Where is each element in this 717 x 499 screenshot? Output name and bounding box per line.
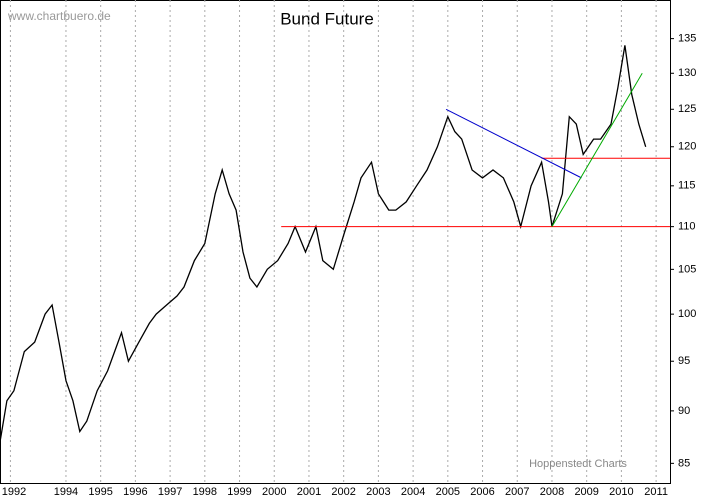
x-tick-label: 2002 xyxy=(331,486,355,498)
x-tick-label: 2008 xyxy=(540,486,564,498)
source-note: Hoppenstedt Charts xyxy=(529,458,627,470)
plot-frame xyxy=(0,0,671,484)
x-tick-label: 2004 xyxy=(401,486,425,498)
x-tick-label: 1994 xyxy=(54,486,78,498)
trend-line xyxy=(445,108,582,179)
y-tick-label: 125 xyxy=(678,103,696,115)
x-tick-label: 1992 xyxy=(2,486,26,498)
x-tick-label: 1995 xyxy=(88,486,112,498)
x-tick-label: 1997 xyxy=(158,486,182,498)
trend-line xyxy=(551,73,643,227)
x-tick-label: 2011 xyxy=(644,486,668,498)
price-line xyxy=(0,45,647,443)
x-tick-label: 2010 xyxy=(609,486,633,498)
y-tick-label: 85 xyxy=(678,457,690,469)
x-tick-label: 1998 xyxy=(193,486,217,498)
y-tick-label: 130 xyxy=(678,67,696,79)
x-tick-label: 1999 xyxy=(227,486,251,498)
y-tick-label: 95 xyxy=(678,355,690,367)
y-tick-label: 115 xyxy=(678,180,696,192)
y-tick-label: 105 xyxy=(678,263,696,275)
x-tick-label: 1996 xyxy=(123,486,147,498)
y-tick-label: 90 xyxy=(678,405,690,417)
x-tick-label: 2009 xyxy=(574,486,598,498)
x-tick-label: 2001 xyxy=(297,486,321,498)
x-tick-label: 2000 xyxy=(262,486,286,498)
y-tick-label: 135 xyxy=(678,33,696,45)
y-tick-label: 100 xyxy=(678,308,696,320)
x-tick-label: 2007 xyxy=(505,486,529,498)
x-tick-label: 2005 xyxy=(436,486,460,498)
chart-title: Bund Future xyxy=(280,9,374,28)
x-tick-label: 2006 xyxy=(470,486,494,498)
y-tick-label: 110 xyxy=(678,221,696,233)
y-tick-label: 120 xyxy=(678,141,696,153)
x-tick-label: 2003 xyxy=(366,486,390,498)
watermark: www.chartbuero.de xyxy=(7,9,111,23)
